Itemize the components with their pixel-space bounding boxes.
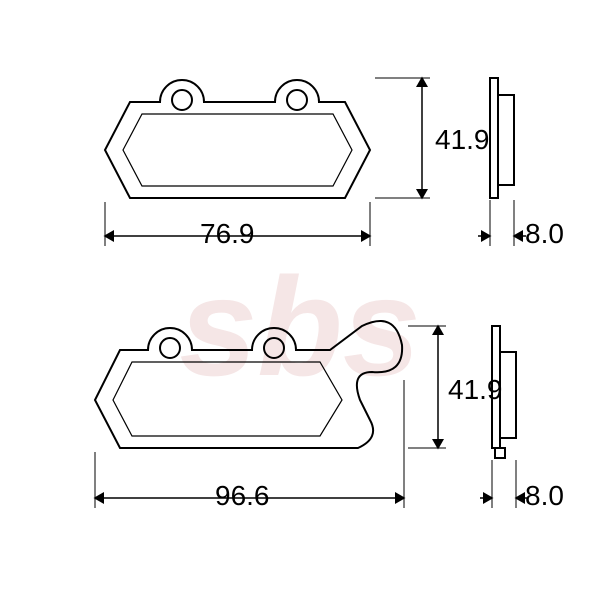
dim-bottom-thickness bbox=[480, 460, 528, 508]
diagram-canvas: sbs bbox=[0, 0, 600, 600]
dim-label-top-width: 76.9 bbox=[200, 218, 255, 250]
hole bbox=[287, 90, 307, 110]
hole bbox=[160, 338, 180, 358]
dim-label-bottom-height: 41.9 bbox=[448, 374, 503, 406]
pad-top-side bbox=[490, 78, 514, 198]
dim-label-bottom-thickness: 8.0 bbox=[525, 480, 564, 512]
pad-top-front bbox=[105, 80, 370, 198]
dim-label-top-height: 41.9 bbox=[435, 124, 490, 156]
hole bbox=[172, 90, 192, 110]
dim-label-top-thickness: 8.0 bbox=[525, 218, 564, 250]
watermark-text: sbs bbox=[179, 248, 420, 405]
dim-label-bottom-width: 96.6 bbox=[215, 480, 270, 512]
dim-top-height bbox=[375, 78, 430, 198]
dim-top-thickness bbox=[478, 200, 526, 246]
diagram-svg: sbs bbox=[0, 0, 600, 600]
